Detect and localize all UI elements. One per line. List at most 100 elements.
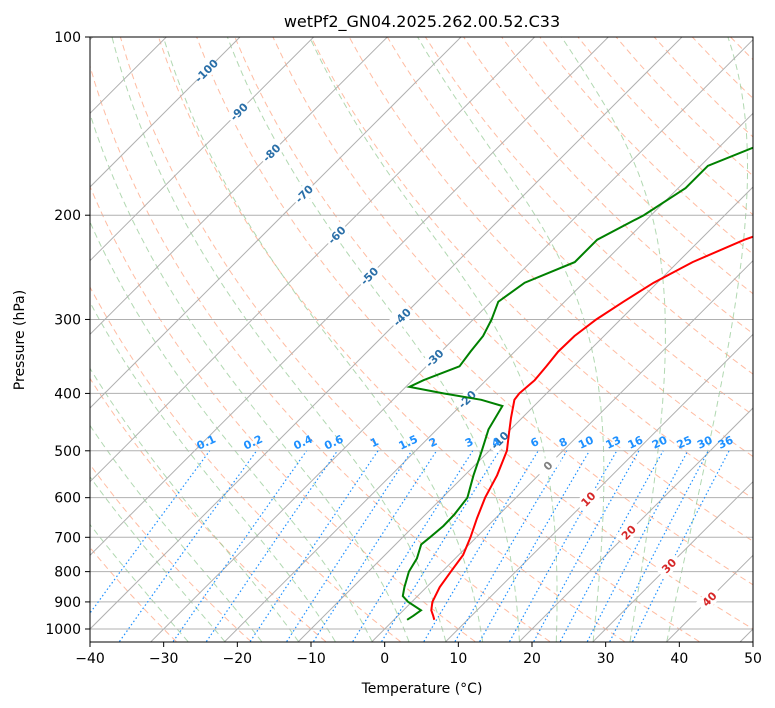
mixing-ratio-line bbox=[90, 450, 211, 615]
x-axis-title: Temperature (°C) bbox=[361, 681, 483, 697]
mixing-ratio-line bbox=[119, 450, 258, 642]
mixing-ratio-label: 25 bbox=[675, 433, 694, 451]
moist-adiabat-line bbox=[162, 37, 484, 642]
y-tick-label: 500 bbox=[54, 444, 81, 460]
isotherm-label: -100 bbox=[192, 56, 221, 85]
dry-adiabat-line bbox=[119, 37, 625, 642]
isotherm-label-bg bbox=[290, 180, 318, 208]
dry-adiabat-line bbox=[348, 37, 753, 458]
dry-adiabat-line bbox=[386, 37, 753, 416]
isotherm-label-bg bbox=[534, 452, 562, 480]
mixing-ratio-label: 16 bbox=[626, 433, 646, 451]
y-axis-title: Pressure (hPa) bbox=[12, 290, 28, 390]
mixing-ratio-label: 0.4 bbox=[292, 432, 315, 452]
dry-adiabat-line bbox=[463, 37, 753, 335]
isotherm-line bbox=[297, 186, 753, 642]
isotherm-line bbox=[223, 112, 753, 642]
dry-adiabat-line bbox=[615, 37, 753, 177]
mixing-ratio-label: 36 bbox=[716, 433, 736, 451]
isotherm-line bbox=[90, 37, 462, 409]
moist-adiabat-line bbox=[90, 424, 262, 642]
isotherm-label-bg bbox=[615, 518, 643, 546]
isotherm-label-bg bbox=[695, 585, 723, 613]
dry-adiabat-line bbox=[577, 37, 753, 216]
isotherm-label-bg bbox=[453, 385, 481, 413]
mixing-ratio-label: 8 bbox=[557, 435, 569, 450]
isotherm-label-bg bbox=[192, 57, 220, 85]
plot-area: -100-90-80-70-60-50-40-30-20-10010203040… bbox=[90, 37, 775, 642]
mixing-ratio-line bbox=[352, 450, 474, 642]
mixing-ratio-line bbox=[286, 450, 413, 642]
mixing-ratio-label: 3 bbox=[463, 435, 475, 450]
y-tick-label: 900 bbox=[54, 595, 81, 611]
isobar-grid bbox=[90, 37, 753, 630]
isotherm-line bbox=[90, 37, 389, 336]
y-tick-label: 200 bbox=[54, 208, 81, 224]
moist-adiabat-line bbox=[90, 523, 189, 642]
isotherm-label-bg bbox=[258, 139, 285, 167]
moist-adiabat-line bbox=[561, 37, 666, 642]
mixing-ratio-label: 0.1 bbox=[195, 433, 218, 453]
dry-adiabat-line bbox=[310, 37, 753, 500]
isotherm-line bbox=[370, 259, 753, 642]
x-tick-label: −40 bbox=[75, 651, 105, 667]
isotherm-label-bg bbox=[486, 426, 514, 454]
dry-adiabat-line bbox=[769, 37, 775, 642]
y-tick-label: 700 bbox=[54, 530, 81, 546]
x-tick-label: 50 bbox=[744, 651, 762, 667]
mixing-ratio-label: 20 bbox=[650, 433, 670, 451]
mixing-ratio-label: 6 bbox=[529, 435, 542, 450]
isotherm-label-bg bbox=[655, 552, 683, 580]
dry-adiabat-line bbox=[501, 37, 753, 295]
y-tick-label: 300 bbox=[54, 312, 81, 328]
mixing-ratio-line bbox=[509, 450, 618, 642]
isotherm-line bbox=[90, 37, 168, 115]
dry-adiabat-line bbox=[90, 185, 476, 642]
isotherm-label-bg bbox=[388, 303, 416, 331]
mixing-ratio-label: 0.2 bbox=[242, 433, 265, 453]
isotherm-line bbox=[591, 480, 753, 642]
isotherm-line bbox=[90, 37, 683, 630]
moist-adiabat-line bbox=[309, 37, 558, 642]
dewpoint-profile-line bbox=[401, 146, 753, 621]
dry-adiabat-line bbox=[196, 37, 753, 630]
dry-adiabat-line bbox=[272, 37, 753, 542]
x-tick-label: −20 bbox=[223, 651, 253, 667]
dry-adiabat-line bbox=[234, 37, 753, 586]
mixing-ratio-label: 30 bbox=[695, 433, 715, 451]
moist-adiabat-line bbox=[111, 37, 447, 642]
moist-adiabat-line bbox=[90, 476, 226, 642]
chart-title: wetPf2_GN04.2025.262.00.52.C33 bbox=[284, 12, 560, 32]
isotherm-line bbox=[518, 407, 753, 642]
moist-adiabat-line bbox=[417, 37, 605, 642]
isotherm-label-bg bbox=[225, 98, 253, 126]
x-tick-label: 20 bbox=[523, 651, 541, 667]
y-tick-label: 400 bbox=[54, 386, 81, 402]
moist-adiabat-line bbox=[226, 37, 520, 642]
mixing-ratio-label: 13 bbox=[604, 433, 623, 451]
isotherm-label-bg bbox=[323, 221, 351, 249]
x-tick-label: 10 bbox=[449, 651, 467, 667]
plot-frame bbox=[89, 36, 754, 643]
moist-adiabat-line bbox=[90, 112, 410, 642]
dry-adiabat-line bbox=[90, 286, 401, 642]
moist-adiabat-line bbox=[90, 220, 373, 642]
dry-adiabat-line bbox=[653, 37, 753, 138]
isotherm-label-bg bbox=[421, 344, 448, 372]
mixing-ratio-line bbox=[313, 450, 438, 642]
mixing-ratio-lines bbox=[90, 450, 730, 642]
mixing-ratio-line bbox=[249, 450, 379, 642]
x-tick-label: 40 bbox=[670, 651, 688, 667]
mixing-ratio-line bbox=[172, 450, 308, 642]
profiles bbox=[401, 146, 753, 621]
mixing-ratio-label: 2 bbox=[427, 435, 439, 450]
y-tick-label: 100 bbox=[54, 30, 81, 46]
x-tick-label: 0 bbox=[380, 651, 389, 667]
dry-adiabats bbox=[90, 37, 775, 642]
mixing-ratio-line bbox=[559, 450, 664, 642]
mixing-ratio-label: 10 bbox=[576, 433, 596, 451]
mixing-ratio-line bbox=[381, 450, 500, 642]
isotherm-line bbox=[90, 37, 536, 483]
y-tick-label: 1000 bbox=[45, 622, 81, 638]
